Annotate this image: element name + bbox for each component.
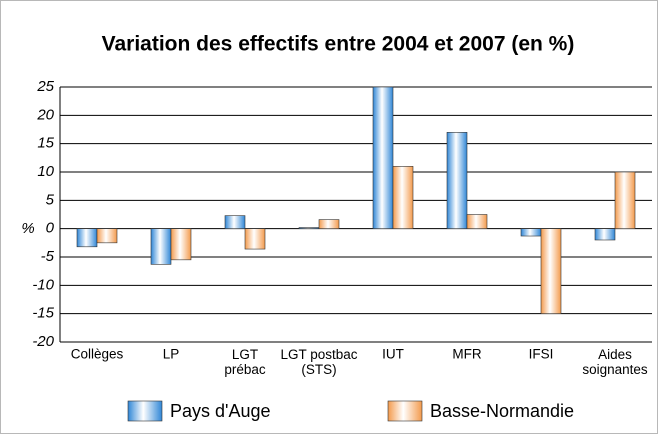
x-tick-label: Aides soignantes bbox=[582, 347, 648, 377]
bar bbox=[298, 227, 320, 229]
x-tick-label: IFSI bbox=[529, 347, 554, 362]
bar bbox=[520, 228, 542, 237]
bar bbox=[244, 228, 266, 250]
y-tick-label: 10 bbox=[37, 163, 54, 180]
y-tick-label: 0 bbox=[46, 220, 55, 237]
x-tick-label: IUT bbox=[382, 347, 404, 362]
bar bbox=[318, 219, 340, 229]
y-tick-label: -20 bbox=[32, 333, 54, 350]
y-tick-label: 25 bbox=[36, 78, 54, 95]
legend-swatch bbox=[127, 400, 163, 422]
x-tick-label: LGT prébac bbox=[224, 347, 266, 377]
y-tick-label: 20 bbox=[36, 106, 54, 123]
bar bbox=[392, 166, 414, 229]
y-tick-label: -5 bbox=[41, 248, 55, 265]
y-axis-label: % bbox=[21, 220, 34, 237]
chart-title: Variation des effectifs entre 2004 et 20… bbox=[102, 33, 575, 56]
legend-swatch bbox=[387, 400, 423, 422]
x-tick-label: LGT postbac (STS) bbox=[280, 347, 357, 377]
y-tick-label: -10 bbox=[32, 276, 54, 293]
bar bbox=[96, 228, 118, 244]
x-tick-label: Collèges bbox=[71, 347, 124, 362]
bar bbox=[372, 86, 394, 229]
bar bbox=[540, 228, 562, 314]
bar bbox=[76, 228, 98, 248]
x-tick-label: LP bbox=[163, 347, 180, 362]
bar bbox=[446, 132, 468, 229]
legend-label: Pays d'Auge bbox=[170, 401, 271, 421]
bar bbox=[170, 228, 192, 261]
y-tick-label: -15 bbox=[32, 305, 54, 322]
bar bbox=[466, 214, 488, 229]
legend-label: Basse-Normandie bbox=[430, 401, 574, 421]
y-tick-label: 5 bbox=[46, 191, 55, 208]
x-tick-label: MFR bbox=[452, 347, 481, 362]
bar bbox=[150, 228, 172, 265]
bar bbox=[224, 215, 246, 229]
bar bbox=[594, 228, 616, 241]
y-tick-label: 15 bbox=[37, 135, 54, 152]
bar bbox=[614, 171, 636, 229]
